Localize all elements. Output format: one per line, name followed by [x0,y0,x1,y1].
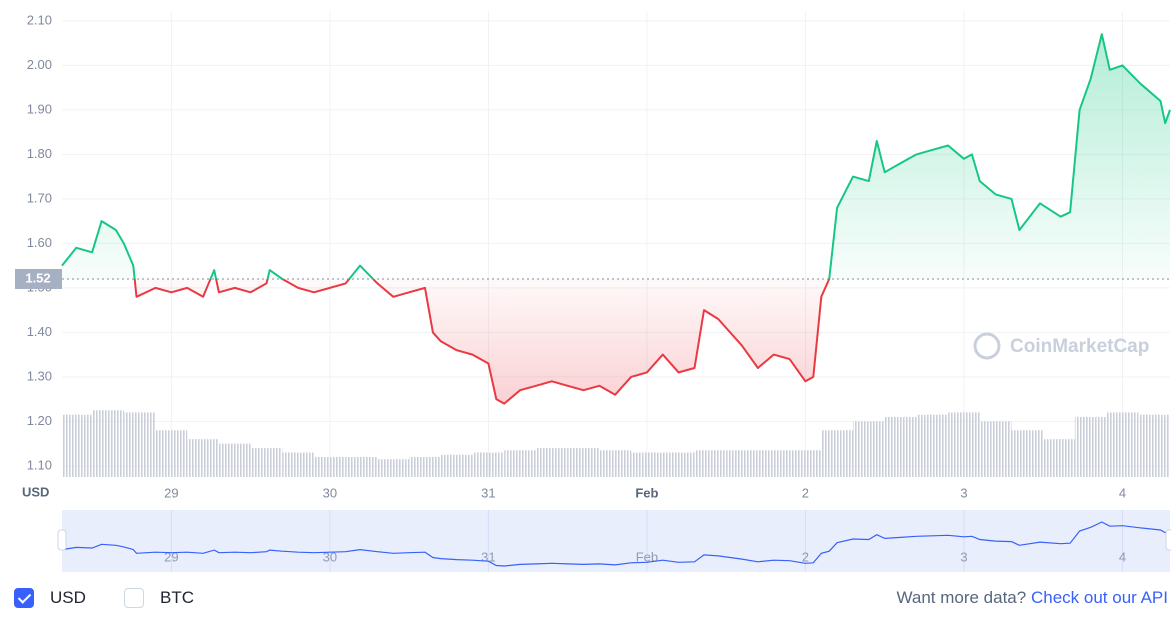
volume-bar [409,456,441,477]
option-label: BTC [160,588,194,607]
volume-bar [1074,416,1107,477]
price-line [61,33,1171,405]
y-tick-label: 1.80 [27,146,52,161]
btc-option[interactable]: BTC [124,588,194,608]
x-tick-label: 31 [481,485,495,500]
baseline-label: 1.52 [25,270,50,285]
navigator-handle[interactable] [57,529,67,551]
navigator-tick-label: 30 [323,549,337,564]
volume-bar [282,452,315,477]
volume-bar [884,416,917,477]
usd-option[interactable]: USD [14,588,86,608]
y-tick-label: 1.40 [27,324,52,339]
navigator-background [62,510,1170,572]
volume-bar [1043,439,1075,477]
baseline-label-box [15,268,62,289]
volume-bar [92,410,124,477]
volume-bar [821,430,853,477]
volume-bar [155,430,188,477]
volume-bar [631,452,663,477]
volume-bar [916,414,949,477]
y-tick-label: 2.10 [27,12,52,27]
navigator-handle[interactable] [1165,529,1171,551]
y-tick-label: 1.70 [27,190,52,205]
footer-text: Want more data? [896,588,1027,607]
option-label: USD [50,588,86,607]
footer: Want more data? Check out our API [896,588,1168,608]
volume-bar [472,452,505,477]
watermark: CoinMarketCap [1010,336,1149,357]
volume-group [62,410,1170,477]
navigator-tick-label: 4 [1119,549,1126,564]
y-axis-label: USD [22,484,49,499]
x-tick-label: 4 [1119,485,1126,500]
volume-bar [187,439,219,477]
navigator-tick-label: 31 [481,549,495,564]
x-tick-label: Feb [635,485,658,500]
y-tick-label: 1.90 [27,101,52,116]
navigator-line [61,521,1171,567]
volume-bar [535,448,568,477]
volume-bar [789,450,822,477]
y-tick-label: 1.30 [27,368,52,383]
volume-bar [979,421,1012,477]
volume-bar [662,452,695,477]
volume-bar [726,450,758,477]
volume-bar [123,412,156,477]
volume-bar [218,443,251,477]
checkbox[interactable] [124,588,144,608]
x-tick-label: 29 [164,485,178,500]
navigator-tick-label: Feb [636,549,658,564]
volume-bar [948,412,980,477]
volume-bar [1138,414,1170,477]
checkbox[interactable] [14,588,34,608]
navigator-tick-label: 3 [960,549,967,564]
volume-bar [440,454,473,477]
volume-bar [757,450,790,477]
y-tick-label: 1.20 [27,413,52,428]
volume-bar [1106,412,1139,477]
volume-bar [314,456,346,477]
volume-bar [852,421,885,477]
volume-bar [1011,430,1044,477]
watermark-logo [973,332,1001,360]
volume-bar [567,448,600,477]
price-area [62,34,1170,404]
volume-bar [694,450,727,477]
volume-bar [377,459,410,477]
api-link[interactable]: Check out our API [1030,588,1168,607]
y-tick-label: 1.60 [27,235,52,250]
volume-bar [62,414,93,477]
x-tick-label: 2 [802,485,809,500]
volume-bar [504,450,536,477]
volume-bar [345,456,378,477]
volume-bar [250,448,283,477]
x-tick-label: 30 [323,485,337,500]
navigator-tick-label: 29 [164,549,178,564]
chart: USD 1.101.201.301.401.501.601.701.801.90… [15,12,1171,572]
navigator-tick-label: 2 [802,549,809,564]
y-tick-label: 2.00 [27,57,52,72]
y-tick-label: 1.10 [27,457,52,472]
x-tick-label: 3 [960,485,967,500]
volume-bar [599,450,632,477]
